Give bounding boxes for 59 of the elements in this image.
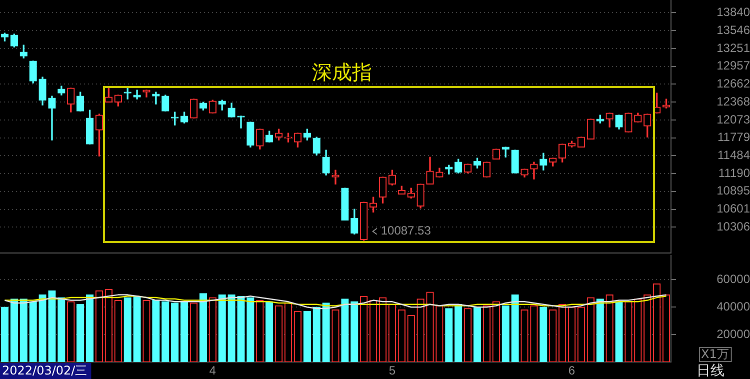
bar — [237, 296, 245, 362]
y-tick-label: 10895 — [716, 184, 750, 198]
bar — [511, 294, 519, 362]
bar — [322, 302, 330, 362]
bar — [350, 301, 358, 362]
y-tick-label: 13840 — [716, 5, 750, 20]
bar — [341, 298, 349, 362]
bar — [303, 310, 311, 362]
bar — [38, 294, 46, 362]
text: 2022/03/02/三 — [2, 364, 88, 378]
bar — [20, 298, 28, 362]
bar — [48, 290, 56, 362]
x-tick-label: 4 — [209, 364, 216, 378]
y-tick-label: 11484 — [718, 148, 750, 162]
bar — [445, 308, 453, 362]
y-axis-title: X1万 — [701, 347, 729, 362]
bar — [86, 294, 94, 362]
bar — [199, 293, 208, 362]
y-tick-label: 10601 — [716, 202, 750, 216]
text: 深成指 — [312, 60, 372, 84]
bar — [58, 297, 66, 362]
y-tick-label: 20000 — [716, 326, 750, 341]
bar — [312, 306, 320, 362]
bar — [473, 306, 482, 362]
bar — [152, 300, 160, 362]
bar — [454, 304, 462, 362]
y-tick-label: 60000 — [716, 272, 750, 286]
candlestick — [48, 96, 56, 140]
bar — [246, 297, 254, 362]
bar — [596, 298, 604, 362]
text: 日线 — [696, 363, 724, 379]
bar — [218, 294, 226, 362]
bar — [180, 301, 188, 362]
y-tick-label: 11190 — [718, 166, 750, 180]
bar — [10, 298, 18, 362]
annotation: 10087.53 — [380, 224, 432, 238]
x-tick-label: 6 — [568, 364, 576, 378]
bar — [540, 306, 548, 362]
y-tick-label: 12662 — [716, 76, 750, 91]
bar — [29, 301, 37, 362]
y-tick-label: 12957 — [716, 58, 750, 73]
bar — [162, 301, 170, 362]
bar — [266, 301, 274, 362]
y-tick-label: 13546 — [716, 22, 750, 37]
y-tick-label: 10306 — [716, 219, 750, 234]
y-tick-label: 40000 — [716, 299, 750, 314]
y-tick-label: 12368 — [716, 94, 750, 108]
bar — [228, 294, 236, 362]
bar — [133, 296, 141, 362]
bar — [124, 297, 132, 362]
bar — [171, 302, 179, 362]
bar — [0, 306, 9, 362]
y-tick-label: 13251 — [716, 40, 750, 55]
y-tick-label: 11779 — [718, 130, 750, 144]
bar — [76, 304, 84, 362]
x-tick-label: 5 — [388, 364, 396, 378]
bar — [502, 305, 510, 362]
y-tick-label: 12073 — [716, 112, 750, 126]
bar — [615, 301, 623, 362]
